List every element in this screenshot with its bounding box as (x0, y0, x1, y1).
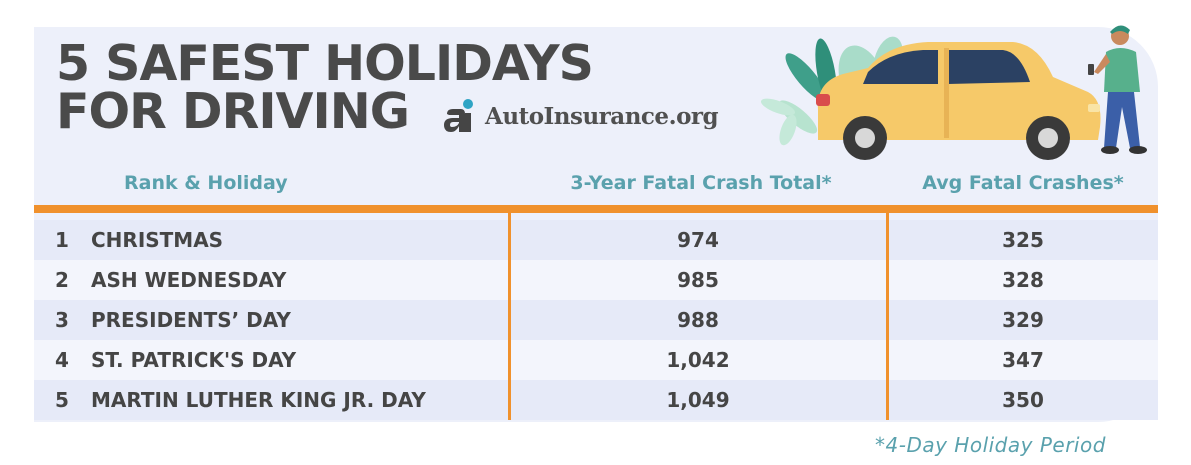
column-header-total: 3-Year Fatal Crash Total* (570, 172, 832, 194)
rank-cell: 5 (55, 388, 69, 412)
header-divider (34, 205, 1158, 213)
brand-name: AutoInsurance.org (485, 102, 719, 130)
table-row: 1 CHRISTMAS 974 325 (34, 220, 1158, 260)
holiday-cell: ASH WEDNESDAY (91, 268, 287, 292)
avg-cell: 350 (1002, 388, 1044, 412)
column-divider-2 (886, 213, 889, 420)
rank-cell: 1 (55, 228, 69, 252)
total-cell: 1,042 (666, 348, 730, 372)
person-illustration (1088, 25, 1147, 154)
rank-cell: 4 (55, 348, 69, 372)
avg-cell: 328 (1002, 268, 1044, 292)
table-row: 3 PRESIDENTS’ DAY 988 329 (34, 300, 1158, 340)
rank-cell: 2 (55, 268, 69, 292)
holiday-cell: ST. PATRICK'S DAY (91, 348, 297, 372)
table-row: 4 ST. PATRICK'S DAY 1,042 347 (34, 340, 1158, 380)
total-cell: 988 (677, 308, 719, 332)
table-row: 5 MARTIN LUTHER KING JR. DAY 1,049 350 (34, 380, 1158, 420)
holiday-cell: MARTIN LUTHER KING JR. DAY (91, 388, 426, 412)
car-illustration (760, 25, 1147, 160)
column-header-avg: Avg Fatal Crashes* (922, 172, 1124, 194)
holiday-cell: PRESIDENTS’ DAY (91, 308, 291, 332)
car-body (816, 42, 1101, 160)
brand-logo: AutoInsurance.org (441, 96, 719, 136)
title-line-2: FOR DRIVING (56, 83, 410, 140)
table-row: 2 ASH WEDNESDAY 985 328 (34, 260, 1158, 300)
column-header-rank-holiday: Rank & Holiday (124, 172, 288, 194)
autoinsurance-logo-icon (444, 99, 473, 132)
footnote: *4-Day Holiday Period (875, 433, 1106, 457)
holiday-cell: CHRISTMAS (91, 228, 224, 252)
column-divider-1 (508, 213, 511, 420)
total-cell: 1,049 (666, 388, 730, 412)
rank-cell: 3 (55, 308, 69, 332)
avg-cell: 325 (1002, 228, 1044, 252)
avg-cell: 329 (1002, 308, 1044, 332)
total-cell: 974 (677, 228, 719, 252)
avg-cell: 347 (1002, 348, 1044, 372)
total-cell: 985 (677, 268, 719, 292)
title-line-1: 5 SAFEST HOLIDAYS (56, 35, 594, 92)
page-title: 5 SAFEST HOLIDAYS FOR DRIVING (56, 35, 594, 140)
